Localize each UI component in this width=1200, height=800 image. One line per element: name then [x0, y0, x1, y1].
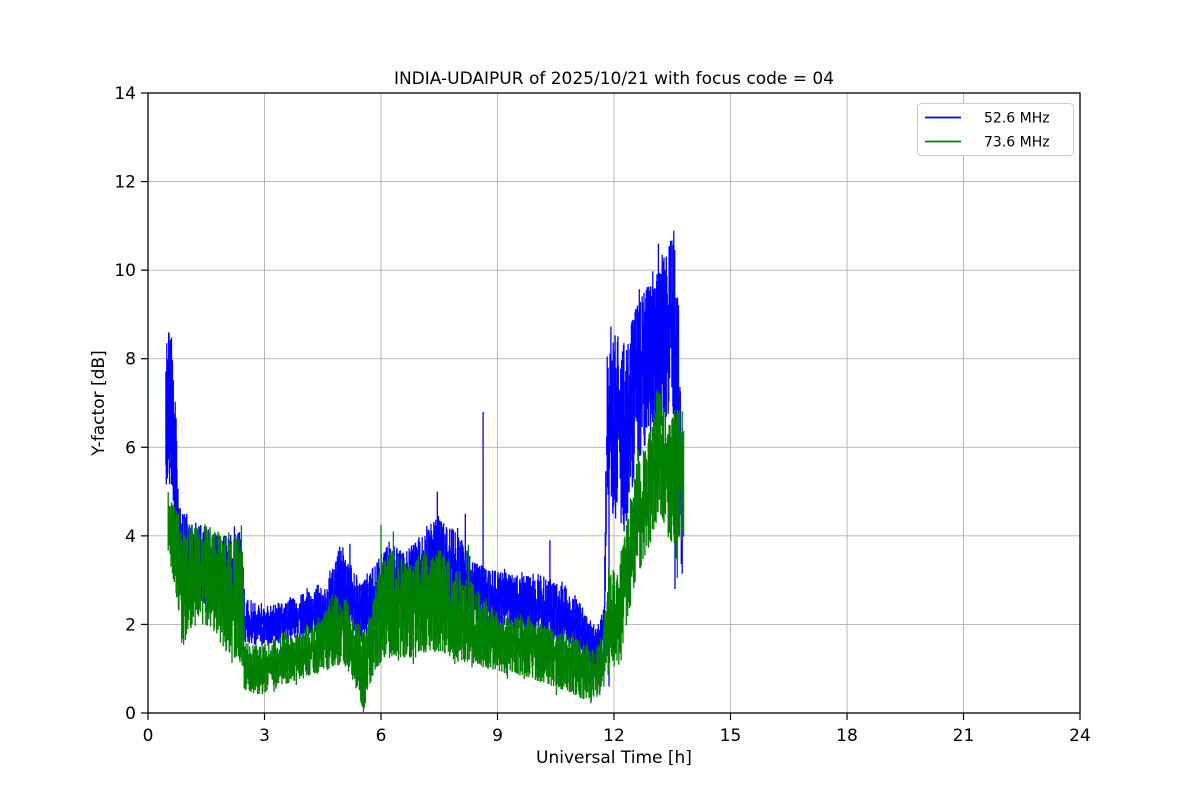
legend-label-series1: 52.6 MHz: [984, 111, 1050, 127]
y-tick-label: 2: [125, 615, 136, 635]
x-tick-label: 12: [603, 726, 625, 746]
x-axis-label: Universal Time [h]: [536, 748, 692, 768]
y-tick-label: 8: [125, 350, 136, 370]
data-layer: [165, 230, 685, 713]
x-tick-label: 18: [836, 726, 858, 746]
x-tick-label: 21: [953, 726, 975, 746]
legend-box: [917, 103, 1074, 156]
legend: 52.6 MHz 73.6 MHz: [917, 103, 1074, 156]
legend-item: 52.6 MHz: [925, 111, 1050, 127]
y-axis-label: Y-factor [dB]: [89, 350, 109, 456]
x-tick-label: 3: [259, 726, 270, 746]
y-tick-label: 14: [114, 84, 136, 104]
x-tick-label: 15: [720, 726, 742, 746]
x-tick-label: 24: [1069, 726, 1091, 746]
y-tick-label: 0: [125, 704, 136, 724]
y-tick-label: 6: [125, 438, 136, 458]
y-tick-label: 12: [114, 173, 136, 193]
y-tick-label: 10: [114, 261, 136, 281]
chart-title: INDIA-UDAIPUR of 2025/10/21 with focus c…: [394, 69, 834, 89]
legend-label-series2: 73.6 MHz: [984, 135, 1050, 151]
series-line-73-6-mhz: [167, 390, 685, 713]
x-tick-label: 6: [376, 726, 387, 746]
y-tick-label: 4: [125, 527, 136, 547]
x-tick-label: 9: [492, 726, 503, 746]
legend-item: 73.6 MHz: [925, 135, 1050, 151]
x-tick-label: 0: [143, 726, 154, 746]
